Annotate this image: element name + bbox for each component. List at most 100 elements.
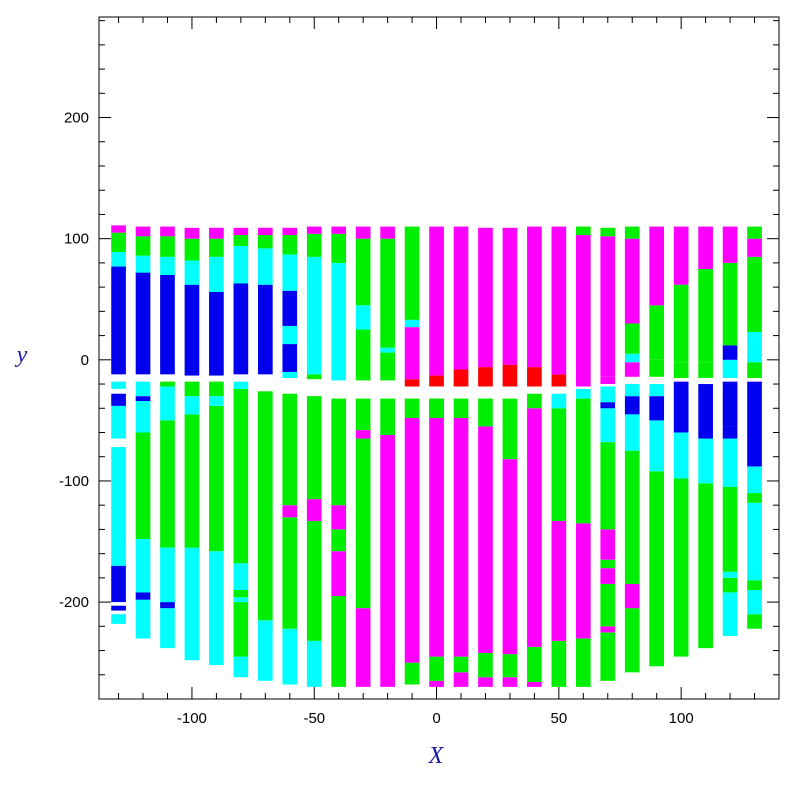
bar-segment [160,256,175,276]
bar-segment [282,344,298,372]
bar-segment [722,345,738,360]
bar-segment [160,226,175,237]
bar-column [575,226,591,687]
bar-segment [355,226,371,239]
bar-segment [184,414,200,548]
bar-segment [331,398,347,506]
bar-column [698,226,713,649]
bar-segment [355,329,371,381]
bar-segment [478,367,493,387]
bar-segment [209,291,224,376]
bar-segment [355,438,371,609]
bar-segment [502,398,518,460]
bar-segment [135,396,151,402]
bar-segment [624,323,640,354]
bar-segment [673,362,689,378]
bar-segment [698,362,713,378]
bar-segment [453,672,469,687]
bar-segment [111,447,126,566]
bar-segment [306,256,322,375]
y-tick-label: -200 [59,594,89,611]
bar-segment [502,364,518,387]
bar-segment [355,608,371,687]
bar-column [282,227,298,685]
bar-column [331,226,347,687]
bar-segment [649,359,665,377]
bar-segment [575,226,591,236]
bar-column [404,226,420,685]
bar-segment [600,227,616,237]
bar-segment [722,592,738,637]
bar-segment [600,632,616,681]
bar-segment [453,369,469,387]
bar-segment [722,577,738,593]
bar-segment [160,236,175,257]
bar-segment [111,565,126,603]
x-tick-label: 0 [432,710,440,727]
bar-segment [135,255,151,273]
bar-segment [624,353,640,363]
bar-segment [747,362,762,378]
bar-segment [331,596,347,687]
bar-segment [111,252,126,267]
bar-segment [160,547,175,603]
bar-segment [747,589,762,615]
bar-segment [257,248,273,285]
bar-segment [331,505,347,530]
bar-segment [233,381,249,389]
bar-segment [404,327,420,380]
bar-segment [600,442,616,530]
bar-segment [478,652,493,678]
bar-segment [404,226,420,320]
bar-segment [135,272,151,375]
ticks-layer [99,17,779,699]
bar-segment [649,471,665,667]
bar-segment [624,362,640,377]
bar-segment [575,398,591,524]
bar-column [380,226,395,687]
bar-segment [502,459,518,655]
bar-segment [722,359,738,378]
bar-segment [135,226,151,237]
bar-segment [478,227,493,368]
bar-segment [306,396,322,500]
bar-segment [331,233,347,263]
bar-segment [600,376,616,385]
bar-segment [649,384,665,397]
bar-segment [698,268,713,363]
bar-segment [673,381,689,433]
bar-segment [184,238,200,261]
bar-segment [527,408,542,647]
bar-segment [429,656,444,681]
bar-column [306,226,322,687]
bar-segment [673,644,689,657]
bar-segment [429,398,444,657]
bar-segment [600,583,616,627]
bar-segment [257,227,273,236]
bar-segment [306,374,322,380]
bar-segment [527,682,542,687]
bar-segment [453,417,469,657]
y-axis-label: y [15,342,28,368]
bar-segment [331,551,347,597]
bar-segment [600,568,616,584]
bar-segment [331,262,347,381]
bar-segment [160,275,175,375]
bar-segment [184,396,200,415]
bar-segment [380,352,395,381]
bar-segment [380,347,395,353]
bar-segment [747,331,762,363]
bar-column [600,227,616,681]
bar-segment [404,398,420,418]
bar-segment [380,226,395,239]
bar-segment [502,227,518,365]
bar-column [209,227,224,666]
bar-segment [111,381,126,389]
bar-column [502,227,518,687]
bar-segment [111,614,126,624]
bar-segment [698,438,713,484]
bar-segment [404,319,420,328]
bar-column [184,227,200,661]
bar-segment [747,256,762,332]
bar-segment [282,517,298,629]
